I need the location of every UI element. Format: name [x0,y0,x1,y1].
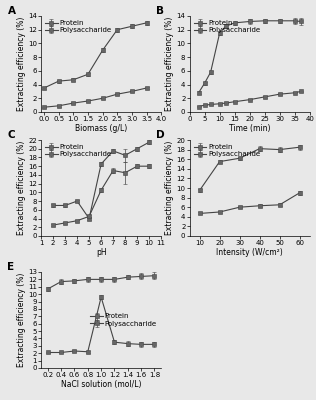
Y-axis label: Extracting efficiency (%): Extracting efficiency (%) [17,141,26,235]
Text: E: E [8,262,15,272]
X-axis label: pH: pH [96,248,106,257]
Y-axis label: Extracting efficiency (%): Extracting efficiency (%) [17,273,26,367]
Y-axis label: Extracting efficiency (%): Extracting efficiency (%) [165,141,174,235]
Text: A: A [8,6,15,16]
X-axis label: Time (min): Time (min) [229,124,270,133]
Y-axis label: Extracting efficiency (%): Extracting efficiency (%) [17,17,26,111]
Legend: Protein, Polysaccharide: Protein, Polysaccharide [193,144,261,158]
Legend: Protein, Polysaccharide: Protein, Polysaccharide [45,144,112,158]
X-axis label: NaCl solution (mol/L): NaCl solution (mol/L) [61,380,141,389]
Text: B: B [156,6,164,16]
Legend: Protein, Polysaccharide: Protein, Polysaccharide [193,20,261,34]
Y-axis label: Extracting efficiency (%): Extracting efficiency (%) [165,17,174,111]
Legend: Protein, Polysaccharide: Protein, Polysaccharide [90,313,158,327]
Legend: Protein, Polysaccharide: Protein, Polysaccharide [45,20,112,34]
Text: D: D [156,130,165,140]
Text: C: C [8,130,15,140]
X-axis label: Intensity (W/cm²): Intensity (W/cm²) [216,248,283,257]
X-axis label: Biomass (g/L): Biomass (g/L) [75,124,127,133]
